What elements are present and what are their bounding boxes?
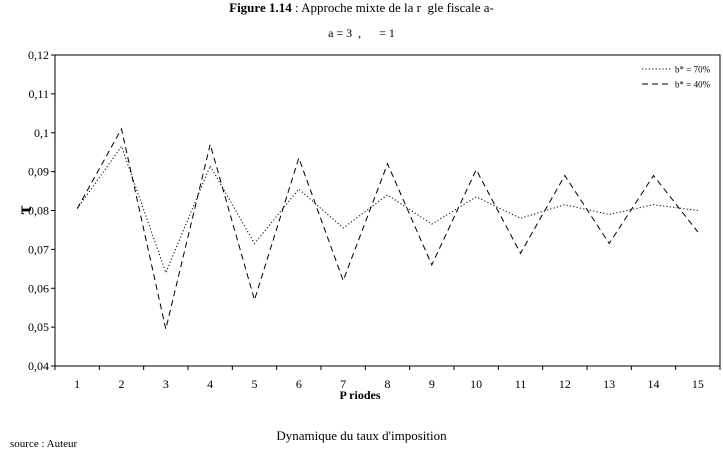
x-tick-label: 5 [252, 377, 258, 391]
y-tick-label: 0,12 [28, 48, 49, 62]
legend-label: b* = 70% [675, 65, 711, 75]
y-tick-label: 0,09 [28, 165, 49, 179]
y-axis: 0,04 0,05 0,06 0,07 0,08 0,09 0,1 0,11 0,12 [28, 48, 55, 373]
x-tick-label: 4 [207, 377, 213, 391]
y-tick-label: 0,06 [28, 281, 49, 295]
x-tick-label: 8 [385, 377, 391, 391]
x-tick-label: 10 [470, 377, 482, 391]
x-tick-label: 11 [515, 377, 527, 391]
y-tick-label: 0,07 [28, 242, 49, 256]
x-tick-label: 15 [692, 377, 704, 391]
figure-number: Figure 1.14 [229, 0, 292, 15]
x-tick-label: 9 [429, 377, 435, 391]
x-tick-label: 3 [163, 377, 169, 391]
y-axis-label: τ [14, 205, 36, 214]
plot-area [54, 54, 721, 367]
series-layer [76, 127, 699, 330]
series-line [76, 145, 698, 275]
figure-params: a = 3 , = 1 [328, 26, 395, 40]
y-tick-label: 0,1 [34, 126, 49, 140]
source-note: source : Auteur [10, 438, 78, 450]
x-axis-label: P riodes [340, 388, 381, 402]
x-tick-label: 2 [119, 377, 125, 391]
y-tick-label: 0,05 [28, 320, 49, 334]
x-tick-label: 12 [559, 377, 571, 391]
x-tick-label: 7 [340, 377, 346, 391]
legend-label: b* = 40% [675, 80, 711, 90]
x-axis: 1 2 3 4 5 6 7 8 9 10 11 12 13 14 15 [54, 366, 721, 391]
figure-title-text: : Approche mixte de la r gle fiscale a- [291, 0, 494, 15]
x-tick-label: 1 [74, 377, 80, 391]
figure-title: Figure 1.14 : Approche mixte de la r gle… [0, 0, 723, 16]
x-tick-label: 6 [296, 377, 302, 391]
chart-caption: Dynamique du taux d'imposition [276, 428, 447, 443]
y-tick-label: 0,11 [28, 87, 49, 101]
y-tick-label: 0,08 [28, 204, 49, 218]
legend: b* = 70% b* = 40% [642, 65, 711, 90]
x-tick-label: 13 [603, 377, 615, 391]
series-line [76, 127, 699, 330]
y-tick-label: 0,04 [28, 359, 49, 373]
x-tick-label: 14 [648, 377, 660, 391]
